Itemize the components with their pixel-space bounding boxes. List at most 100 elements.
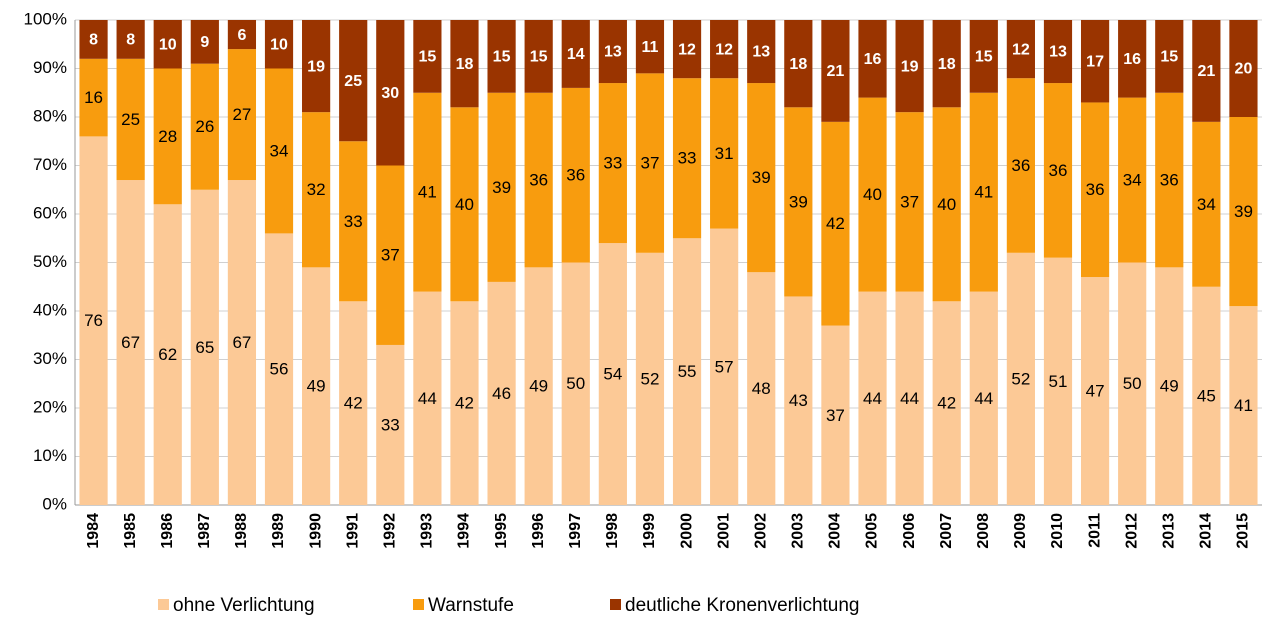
bar-segment [1229, 117, 1258, 307]
bar-segment [932, 107, 961, 302]
data-label: 57 [715, 357, 734, 376]
bar-segment [413, 20, 442, 93]
bar-segment [710, 78, 739, 229]
bar-segment [487, 281, 516, 505]
x-tick-label: 2013 [1160, 513, 1177, 549]
data-label: 28 [158, 127, 177, 146]
data-label: 12 [678, 41, 696, 58]
bar-segment [376, 165, 405, 345]
data-label: 62 [158, 345, 177, 364]
y-tick-label: 0% [42, 494, 67, 513]
bar-segment [635, 20, 665, 74]
data-label: 41 [974, 183, 993, 202]
bar-segment [1118, 20, 1147, 98]
data-label: 55 [678, 362, 697, 381]
x-tick-label: 1986 [159, 513, 176, 549]
bar-segment [969, 92, 998, 292]
bar-segment [747, 83, 776, 273]
bar-segment [413, 92, 442, 292]
bar-segment [1043, 20, 1073, 84]
data-label: 42 [937, 394, 956, 413]
bar-segment [450, 301, 479, 505]
legend-swatch [610, 599, 621, 610]
x-tick-label: 1989 [270, 513, 287, 549]
data-label: 32 [307, 180, 326, 199]
bar-segment [969, 20, 998, 93]
data-label: 31 [715, 144, 734, 163]
bar-segment [1192, 121, 1221, 287]
bar-segment [376, 20, 405, 166]
bar-segment [339, 141, 368, 302]
data-label: 19 [901, 58, 919, 75]
data-label: 40 [455, 195, 474, 214]
data-label: 36 [1160, 171, 1179, 190]
data-label: 34 [1197, 195, 1216, 214]
bar-segment [821, 121, 850, 326]
bar-segment [1043, 257, 1073, 505]
bar-segment [79, 20, 108, 59]
bar-segment [376, 344, 405, 505]
data-label: 6 [237, 27, 246, 44]
x-tick-label: 1991 [344, 513, 361, 549]
data-label: 37 [640, 154, 659, 173]
legend-label: deutliche Kronenverlichtung [625, 595, 860, 616]
bar-segment [524, 20, 553, 93]
x-tick-label: 2004 [827, 513, 844, 549]
data-label: 41 [1234, 396, 1253, 415]
bar-segment [672, 238, 702, 505]
bar-segment [747, 20, 776, 84]
data-label: 41 [418, 183, 437, 202]
data-label: 10 [159, 36, 177, 53]
bar-segment [561, 87, 590, 263]
bar-segment [450, 20, 479, 108]
data-label: 11 [641, 39, 658, 56]
bar-segment [672, 78, 702, 239]
bar-segment [302, 20, 331, 113]
bar-segment [710, 20, 739, 79]
data-label: 8 [126, 32, 135, 49]
data-label: 33 [678, 149, 697, 168]
data-label: 37 [381, 246, 400, 265]
data-label: 67 [121, 333, 140, 352]
data-label: 20 [1235, 61, 1253, 78]
data-label: 48 [752, 379, 771, 398]
data-label: 36 [1049, 161, 1068, 180]
data-label: 18 [789, 56, 807, 73]
bar-segment [227, 49, 257, 181]
data-label: 25 [344, 73, 362, 90]
legend-swatch [413, 599, 424, 610]
data-label: 10 [270, 36, 288, 53]
data-label: 21 [827, 63, 845, 80]
bar-segment [858, 97, 887, 292]
bar-segment [116, 58, 145, 181]
legend-label: ohne Verlichtung [173, 595, 315, 616]
x-tick-label: 1993 [419, 513, 436, 549]
data-label: 54 [603, 365, 622, 384]
data-label: 39 [1234, 202, 1253, 221]
bar-segment [413, 291, 442, 505]
bar-segment [227, 20, 257, 50]
bar-segment [1080, 20, 1110, 103]
bar-segment [227, 180, 257, 506]
bar-segment [116, 20, 145, 59]
y-tick-label: 80% [33, 106, 67, 125]
bar-segment [1229, 306, 1258, 505]
data-label: 33 [344, 212, 363, 231]
data-label: 13 [604, 44, 622, 61]
data-label: 13 [752, 44, 770, 61]
bar-segment [302, 112, 331, 268]
bar-segment [153, 204, 182, 506]
y-tick-label: 20% [33, 397, 67, 416]
y-tick-label: 100% [24, 9, 67, 28]
data-label: 52 [1011, 369, 1030, 388]
data-label: 33 [603, 154, 622, 173]
bar-segment [1229, 20, 1258, 117]
legend-label: Warnstufe [428, 595, 514, 616]
x-tick-label: 2008 [975, 513, 992, 549]
data-label: 16 [84, 88, 103, 107]
data-label: 42 [455, 394, 474, 413]
bar-segment [153, 20, 182, 69]
bar-segment [487, 20, 516, 93]
bar-segment [339, 301, 368, 505]
bar-segment [858, 291, 887, 505]
